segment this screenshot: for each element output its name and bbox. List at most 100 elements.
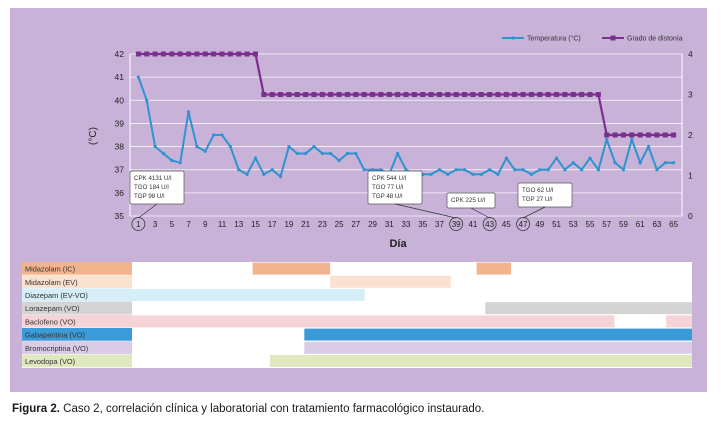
y-tick-right: 4 [688, 49, 693, 59]
data-point [228, 144, 232, 149]
treatment-label-cell [22, 354, 132, 368]
data-point [311, 92, 317, 97]
x-tick: 59 [619, 220, 628, 229]
data-point [554, 156, 559, 160]
x-tick: 33 [402, 220, 411, 229]
data-point [295, 151, 299, 156]
treatment-label: Baclofeno (VO) [25, 317, 76, 326]
x-tick: 47 [519, 220, 528, 229]
x-tick: 57 [602, 220, 611, 229]
lab-value: CPK 4131 U/l [134, 175, 172, 182]
data-point [379, 168, 383, 172]
data-point [160, 51, 166, 57]
y-tick-right: 2 [688, 130, 693, 140]
treatment-row: Levodopa (VO) [22, 354, 692, 369]
x-tick: 55 [586, 220, 595, 229]
annotations-group: CPK 4131 U/l TGO 184 U/l TGP 98 U/l CPK 544… [129, 170, 573, 231]
y-tick-left: 36 [115, 188, 125, 198]
treatment-bar [304, 341, 692, 354]
data-point [588, 156, 592, 160]
treatment-row: Bromocriptina (VO) [22, 341, 692, 355]
data-point [580, 168, 584, 172]
legend-item: Temperatura (°C) [502, 35, 581, 43]
data-point [144, 51, 150, 57]
data-point [344, 92, 350, 97]
treatment-row: Midazolam (IC) [22, 262, 692, 276]
legend-label: Grado de distonía [627, 36, 683, 43]
data-point [354, 151, 358, 156]
data-point [504, 156, 508, 160]
lab-value: TGP 98 U/l [134, 193, 165, 200]
data-point [587, 92, 593, 97]
data-point [638, 161, 642, 165]
data-point [320, 151, 324, 156]
data-point [219, 51, 225, 57]
treatment-label-cell [22, 301, 132, 315]
y-axis-label-left: (°C) [88, 127, 99, 145]
treatment-label-cell [22, 275, 132, 289]
data-point [529, 172, 534, 176]
figure-caption: Figura 2. Caso 2, correlación clínica y … [12, 403, 484, 415]
caption-text: Caso 2, correlación clínica y laboratori… [59, 403, 485, 415]
treatment-bar [132, 289, 365, 301]
data-point [629, 132, 635, 138]
data-point [194, 51, 200, 57]
data-point [211, 51, 217, 57]
x-tick: 65 [669, 220, 678, 229]
annotation-connector [394, 203, 457, 219]
data-point [571, 161, 575, 165]
series-dystonia [135, 51, 677, 138]
data-point [520, 92, 526, 97]
treatment-label: Midazolam (EV) [25, 278, 78, 287]
x-tick: 19 [284, 220, 293, 229]
data-point [471, 172, 475, 176]
data-point [404, 168, 408, 172]
treatment-label-cell [22, 328, 132, 342]
y-tick-left: 41 [115, 72, 125, 82]
legend-item: Grado de distonía [602, 35, 683, 43]
data-point [654, 132, 660, 138]
annotation-day-39: CPK 544 U/l TGO 77 U/l TGP 48 U/l [367, 170, 464, 231]
x-axis-ticks: 1 3 5 7 9 11 13 15 17 19 21 23 25 27 29 31 33 35 37 39 41 43 4… [136, 220, 678, 229]
data-point [487, 92, 493, 97]
data-point [546, 168, 550, 172]
x-tick: 27 [351, 220, 360, 229]
lab-value: CPK 544 U/l [372, 175, 406, 182]
lab-value: CPK 225 U/l [451, 197, 485, 204]
data-point [488, 168, 492, 172]
data-point [604, 132, 610, 138]
data-point [436, 92, 442, 97]
data-point [521, 168, 525, 172]
data-point [135, 51, 141, 57]
data-point [437, 168, 442, 172]
data-point [503, 92, 509, 97]
data-point [620, 132, 626, 138]
data-point [378, 92, 384, 97]
treatment-row-bg [22, 262, 692, 276]
x-tick: 63 [652, 220, 661, 229]
data-point [596, 168, 600, 172]
treatment-bar [476, 262, 512, 275]
data-point [170, 158, 174, 163]
series-temperature [136, 75, 676, 179]
treatment-label: Lorazepam (VO) [25, 304, 80, 313]
annotation-connector [470, 207, 490, 219]
data-point [252, 51, 258, 57]
data-point [186, 51, 192, 57]
left-axis-ticks: 35 36 37 38 39 40 41 42 [115, 49, 125, 221]
data-point [370, 92, 376, 97]
annotation-connector [138, 203, 158, 219]
y-tick-left: 42 [115, 49, 125, 59]
data-point [227, 51, 233, 57]
x-tick: 9 [203, 220, 208, 229]
data-point [454, 168, 458, 172]
data-point [621, 168, 626, 172]
series-group [135, 51, 677, 179]
x-tick: 25 [335, 220, 344, 229]
legend: Temperatura (°C) Grado de distonía [502, 35, 683, 43]
data-point [453, 92, 459, 97]
data-point [420, 92, 426, 97]
x-tick: 1 [136, 220, 141, 229]
x-tick: 7 [186, 220, 191, 229]
data-point [370, 168, 375, 172]
